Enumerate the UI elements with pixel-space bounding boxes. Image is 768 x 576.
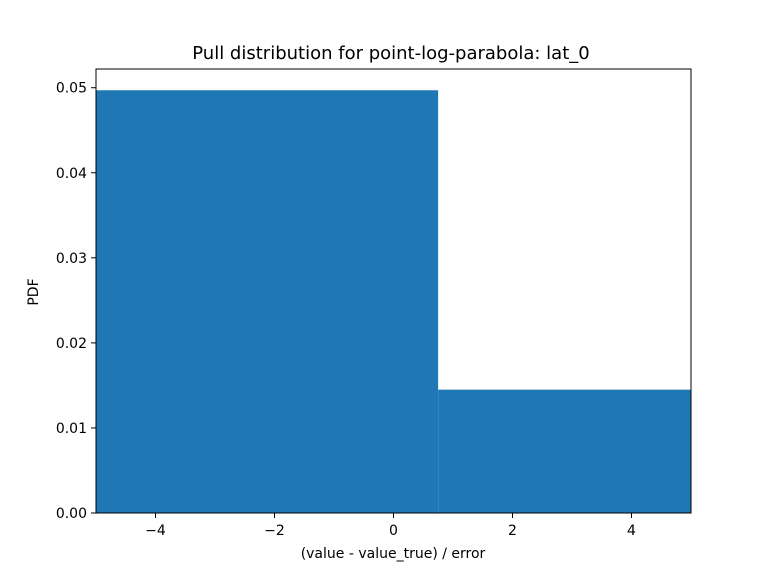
y-tick-label-0: 0.00 [56, 506, 87, 522]
histogram-bar-1 [438, 389, 691, 513]
y-tick-label-4: 0.04 [56, 166, 87, 182]
x-tick-label-2: 0 [389, 523, 398, 539]
y-axis-label: PDF [26, 278, 42, 305]
x-axis-ticks: −4 −2 0 2 4 [145, 513, 636, 539]
x-axis-label: (value - value_true) / error [301, 546, 486, 562]
x-tick-label-4: 4 [627, 523, 636, 539]
x-tick-label-1: −2 [264, 523, 285, 539]
x-tick-label-3: 2 [508, 523, 517, 539]
y-tick-label-1: 0.01 [56, 421, 87, 437]
chart-title: Pull distribution for point-log-parabola… [192, 43, 589, 64]
y-tick-label-3: 0.03 [56, 251, 87, 267]
x-tick-label-0: −4 [145, 523, 166, 539]
y-tick-label-2: 0.02 [56, 336, 87, 352]
bars-group [96, 90, 691, 513]
y-axis-ticks: 0.00 0.01 0.02 0.03 0.04 0.05 [56, 81, 96, 522]
y-tick-label-5: 0.05 [56, 81, 87, 97]
histogram-bar-0 [96, 90, 439, 513]
